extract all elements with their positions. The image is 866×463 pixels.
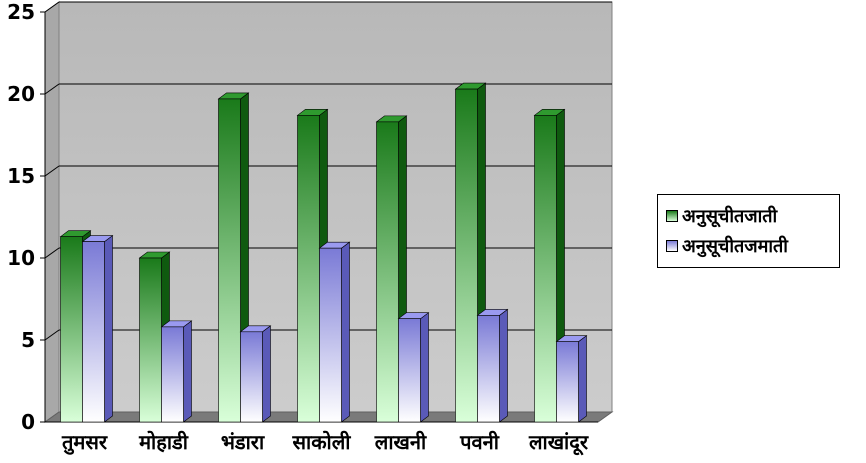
legend-swatch-blue (666, 240, 678, 252)
y-tick-label: 0 (21, 410, 35, 434)
bar-scheduled-tribes (161, 326, 184, 423)
bar-scheduled-tribes-side (341, 241, 350, 423)
gridline-side (44, 83, 60, 95)
bar-scheduled-tribes-side (104, 235, 113, 423)
y-tick-label: 5 (21, 328, 35, 352)
x-tick-label: पवनी (459, 430, 500, 454)
x-tick-label: तुमसर (61, 430, 108, 455)
bar-scheduled-castes (218, 98, 241, 423)
bar-scheduled-tribes (240, 331, 263, 423)
bar-scheduled-castes (455, 88, 478, 423)
x-tick-label: भंडारा (221, 430, 265, 454)
bar-scheduled-tribes-side (262, 325, 271, 423)
bar-scheduled-castes (297, 115, 320, 423)
y-tick-label: 20 (7, 82, 35, 106)
legend-item-scheduled-tribes: अनुसूचीतजमाती (666, 231, 831, 261)
bar-scheduled-castes (534, 115, 557, 423)
bar-scheduled-tribes (556, 341, 579, 423)
gridline-side (44, 329, 60, 341)
plot-side-wall (44, 1, 60, 423)
legend-label: अनुसूचीतजमाती (682, 236, 788, 257)
legend: अनुसूचीतजाती अनुसूचीतजमाती (657, 194, 840, 268)
gridline-side (44, 165, 60, 177)
x-tick-label: साकोली (292, 430, 352, 454)
bar-scheduled-castes (376, 121, 399, 423)
gridline-side (44, 1, 60, 13)
bar-scheduled-tribes (319, 247, 342, 423)
y-tick-label: 10 (7, 246, 35, 270)
gridline-side (44, 247, 60, 259)
x-tick-label: लाखनी (374, 430, 427, 454)
bar-scheduled-tribes-side (578, 335, 587, 423)
bar-scheduled-tribes (477, 315, 500, 423)
y-tick-label: 15 (7, 164, 35, 188)
legend-swatch-green (666, 210, 678, 222)
legend-label: अनुसूचीतजाती (682, 206, 778, 227)
bar-scheduled-tribes (82, 241, 105, 423)
bar-scheduled-castes (139, 257, 162, 423)
bar-scheduled-tribes-side (420, 312, 429, 423)
legend-item-scheduled-castes: अनुसूचीतजाती (666, 201, 831, 231)
x-tick-label: मोहाडी (138, 430, 189, 454)
bar-scheduled-tribes-side (499, 308, 508, 423)
x-tick-label: लाखांदूर (528, 430, 589, 456)
y-tick-label: 25 (7, 0, 35, 24)
bar-scheduled-castes (60, 236, 83, 423)
bar-scheduled-tribes (398, 318, 421, 423)
bar-scheduled-tribes-side (183, 320, 192, 423)
